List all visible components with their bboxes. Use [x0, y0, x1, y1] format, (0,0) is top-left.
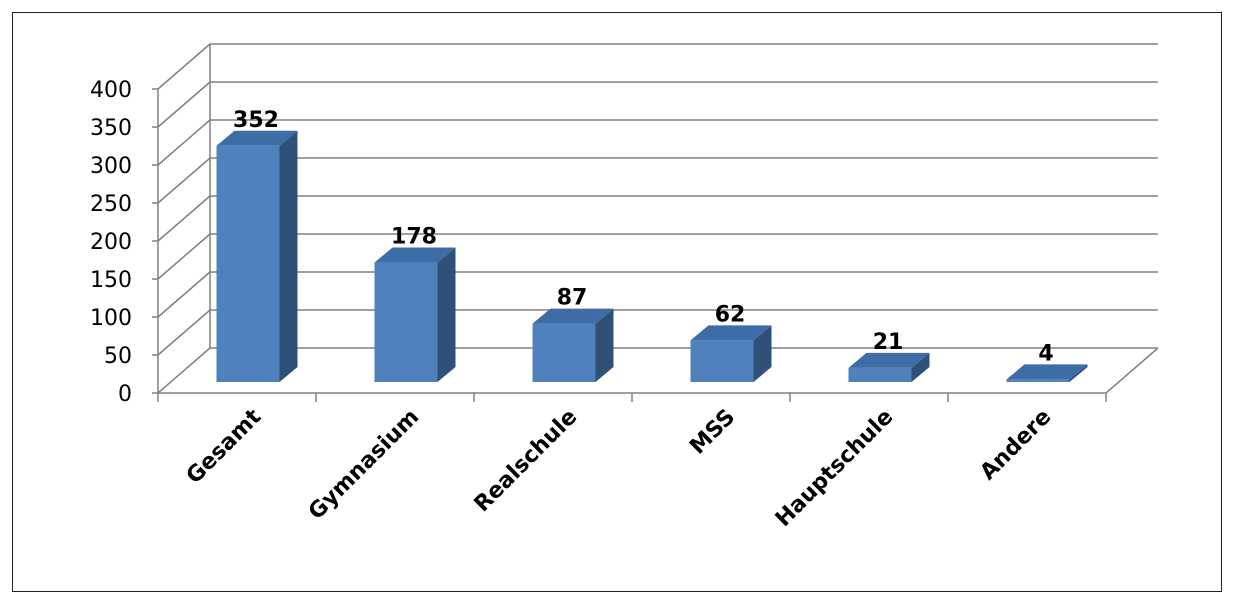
- bar-front: [532, 323, 596, 382]
- category-label: Realschule: [470, 405, 583, 518]
- category-label: Andere: [976, 405, 1057, 486]
- bar-side: [595, 308, 614, 382]
- data-label: 178: [391, 225, 437, 250]
- bar-hauptschule: [848, 352, 930, 382]
- bar-front: [216, 145, 280, 382]
- category-label: Hauptschule: [771, 405, 898, 532]
- bar-side: [911, 352, 930, 382]
- y-tick-label: 200: [90, 230, 132, 255]
- y-tick-label: 0: [118, 382, 132, 407]
- bar-andere: [1006, 364, 1088, 382]
- gridline-side: [157, 43, 211, 90]
- bar-gymnasium: [374, 247, 456, 382]
- y-tick-label: 350: [90, 116, 132, 141]
- bar-top: [1006, 364, 1088, 380]
- gridline-side: [157, 233, 211, 280]
- bar-top: [532, 308, 614, 324]
- gridline-side: [157, 309, 211, 356]
- bars: [216, 130, 1088, 382]
- bar-top: [690, 325, 772, 341]
- gridline-side: [157, 195, 211, 242]
- gridline-side: [157, 81, 211, 128]
- category-label: MSS: [685, 405, 740, 460]
- axes: [152, 88, 1107, 402]
- gridlines: [157, 43, 1159, 394]
- bar-front: [1006, 379, 1070, 382]
- bar-side: [437, 247, 456, 382]
- bar-realschule: [532, 308, 614, 382]
- y-tick-label: 50: [104, 344, 132, 369]
- bar-mss: [690, 325, 772, 382]
- bar-side: [753, 325, 772, 382]
- gridline-side: [157, 119, 211, 166]
- y-tick-label: 250: [90, 192, 132, 217]
- gridline-side: [157, 157, 211, 204]
- bar-top: [216, 130, 298, 146]
- bar-gesamt: [216, 130, 298, 382]
- bar-front: [690, 340, 754, 382]
- data-label: 4: [1038, 341, 1053, 366]
- y-tick-label: 400: [90, 78, 132, 103]
- chart-frame: [12, 12, 1222, 592]
- y-tick-label: 300: [90, 154, 132, 179]
- category-label: Gesamt: [182, 404, 267, 489]
- category-label: Gymnasium: [304, 405, 424, 525]
- data-label: 352: [233, 108, 279, 133]
- y-tick-label: 100: [90, 306, 132, 331]
- data-label: 62: [715, 302, 746, 327]
- bar-front: [848, 367, 912, 382]
- gridline-side: [157, 271, 211, 318]
- bar-side: [279, 130, 298, 382]
- y-tick-label: 150: [90, 268, 132, 293]
- bar-side: [1069, 364, 1088, 382]
- floor-right-edge: [1105, 347, 1159, 394]
- bar-front: [374, 262, 438, 382]
- bar-top: [374, 247, 456, 263]
- data-label: 21: [873, 330, 904, 355]
- bar-top: [848, 352, 930, 368]
- gridline-side: [157, 347, 211, 394]
- data-label: 87: [557, 286, 588, 311]
